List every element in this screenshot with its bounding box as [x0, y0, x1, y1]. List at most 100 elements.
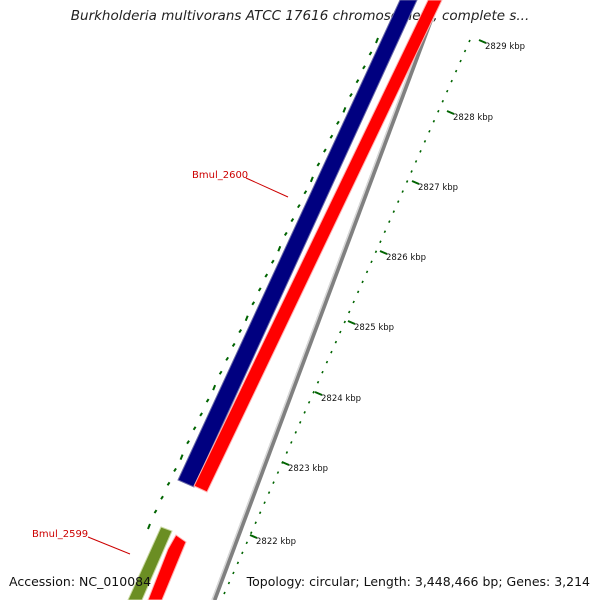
map-title: Burkholderia multivorans ATCC 17616 chro… [70, 8, 530, 24]
major-tick [478, 39, 487, 44]
inner-tick [218, 370, 223, 375]
inner-tick [173, 467, 177, 473]
backbone-track [211, 0, 441, 600]
major-tick [379, 250, 388, 255]
inner-tick [264, 273, 269, 278]
inner-tick [257, 287, 262, 292]
outer-tick-dot [330, 350, 333, 354]
major-tick [347, 320, 356, 325]
outer-tick-dot [223, 591, 226, 595]
inner-tick [251, 301, 256, 306]
backbone-line [211, 0, 441, 600]
tick-label: 2824 kbp [321, 394, 361, 404]
inner-tick [316, 162, 321, 167]
inner-tick [309, 176, 314, 183]
outer-tick-dot [414, 160, 418, 163]
inner-tick [323, 148, 327, 153]
outer-tick-dot [405, 180, 409, 183]
inner-tick [238, 329, 243, 334]
outer-tick-dot [290, 441, 293, 444]
outer-tick-dot [312, 390, 315, 394]
gene-label-bmul-2599: Bmul_2599 [32, 529, 88, 540]
major-tick [411, 180, 420, 185]
outer-tick-dot [356, 290, 360, 294]
outer-tick-dot [334, 340, 338, 344]
outer-tick-dot [468, 39, 471, 43]
gene-tracks[interactable] [127, 0, 443, 600]
outer-tick-dot [316, 380, 320, 384]
outer-tick-dot [463, 49, 467, 53]
major-tick [446, 110, 455, 115]
gene-bmul-2599 [127, 526, 173, 600]
inner-tick [186, 440, 190, 445]
inner-tick [147, 523, 151, 530]
outer-tick-dot [258, 511, 262, 515]
outer-tick-dot [410, 170, 413, 173]
inner-tick [231, 342, 236, 348]
inner-tick [199, 412, 203, 417]
outer-tick-dot [423, 140, 427, 143]
outer-tick-dot [325, 360, 329, 364]
outer-tick-dot [454, 69, 458, 73]
inner-tick [303, 190, 308, 195]
tick-label: 2826 kbp [386, 253, 426, 263]
outer-tick-dot [236, 561, 240, 565]
inner-tick [160, 495, 164, 500]
inner-tick [244, 315, 249, 322]
gene-bmul-2600-forward [177, 0, 418, 488]
bmul-2600-leader [245, 177, 289, 198]
major-tick [281, 461, 290, 466]
tick-label: 2828 kbp [453, 113, 493, 123]
gene-label-bmul-2600: Bmul_2600 [192, 170, 248, 181]
outer-tick-dot [432, 119, 436, 123]
outer-tick-marks [223, 39, 487, 595]
outer-tick-dot [437, 109, 440, 113]
major-tick [249, 534, 258, 539]
outer-tick-dot [299, 421, 302, 424]
inner-tick [329, 134, 334, 139]
outer-tick-dot [267, 491, 271, 494]
outer-tick-dot [303, 410, 306, 414]
outer-tick-dot [343, 320, 346, 324]
major-tick [314, 391, 323, 396]
outer-tick-dot [250, 531, 253, 535]
inner-tick [225, 356, 230, 361]
tick-label: 2823 kbp [288, 464, 328, 474]
inner-tick [362, 65, 366, 70]
outer-tick-dot [370, 260, 373, 264]
outer-tick-dot [361, 280, 364, 284]
tick-label: 2827 kbp [418, 183, 458, 193]
outer-tick-dot [374, 250, 378, 254]
outer-tick-dot [276, 471, 280, 474]
outer-tick-dot [379, 240, 382, 244]
inner-tick [296, 204, 301, 209]
inner-tick [283, 231, 288, 236]
outer-tick-dot [388, 220, 391, 224]
inner-tick [349, 92, 353, 98]
outer-tick-dot [352, 300, 355, 304]
outer-tick-dot [294, 431, 297, 434]
inner-tick [153, 509, 158, 514]
inner-tick [212, 384, 217, 391]
outer-tick-dot [459, 59, 462, 63]
accession-text: Accession: NC_010084 [9, 574, 152, 589]
outer-tick-dot [428, 129, 431, 133]
outer-tick-dot [307, 400, 311, 404]
outer-tick-dot [254, 521, 257, 525]
gene-reverse-lower [147, 534, 187, 600]
gene-bmul-2600-reverse [193, 0, 443, 493]
inner-tick [166, 481, 171, 486]
genome-info-text: Topology: circular; Length: 3,448,466 bp… [246, 574, 590, 589]
inner-tick [205, 398, 210, 403]
outer-tick-dot [245, 541, 248, 545]
inner-tick [342, 107, 347, 113]
inner-tick [277, 245, 282, 252]
tick-label: 2822 kbp [256, 537, 296, 547]
backbone-highlight [211, 0, 437, 600]
bmul-2599-leader [87, 536, 131, 555]
outer-tick-dot [241, 551, 244, 555]
outer-tick-dot [263, 501, 266, 505]
outer-tick-dot [383, 230, 387, 234]
outer-tick-dot [419, 150, 422, 153]
